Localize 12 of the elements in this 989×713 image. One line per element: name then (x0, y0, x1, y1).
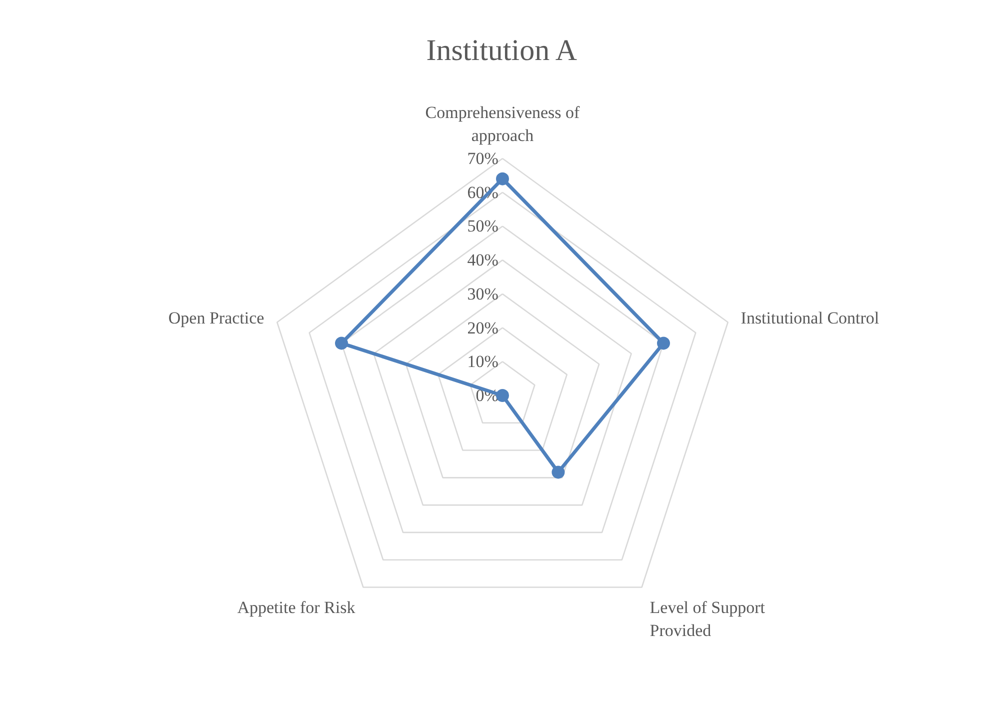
y-tick-label: 30% (467, 284, 498, 304)
y-tick-label: 10% (467, 352, 498, 372)
spoke-label: Open Practice (168, 308, 264, 328)
y-tick-label: 40% (467, 250, 498, 270)
y-tick-label: 20% (467, 318, 498, 338)
spoke-label: Level of Support Provided (650, 598, 766, 640)
chart-title: Institution A (426, 34, 578, 67)
spoke-label: Comprehensiveness of approach (425, 103, 580, 145)
spoke-label: Institutional Control (740, 308, 880, 328)
spoke-label: Appetite for Risk (237, 598, 356, 618)
y-tick-label: 70% (467, 149, 498, 168)
y-tick-label: 50% (467, 216, 498, 236)
